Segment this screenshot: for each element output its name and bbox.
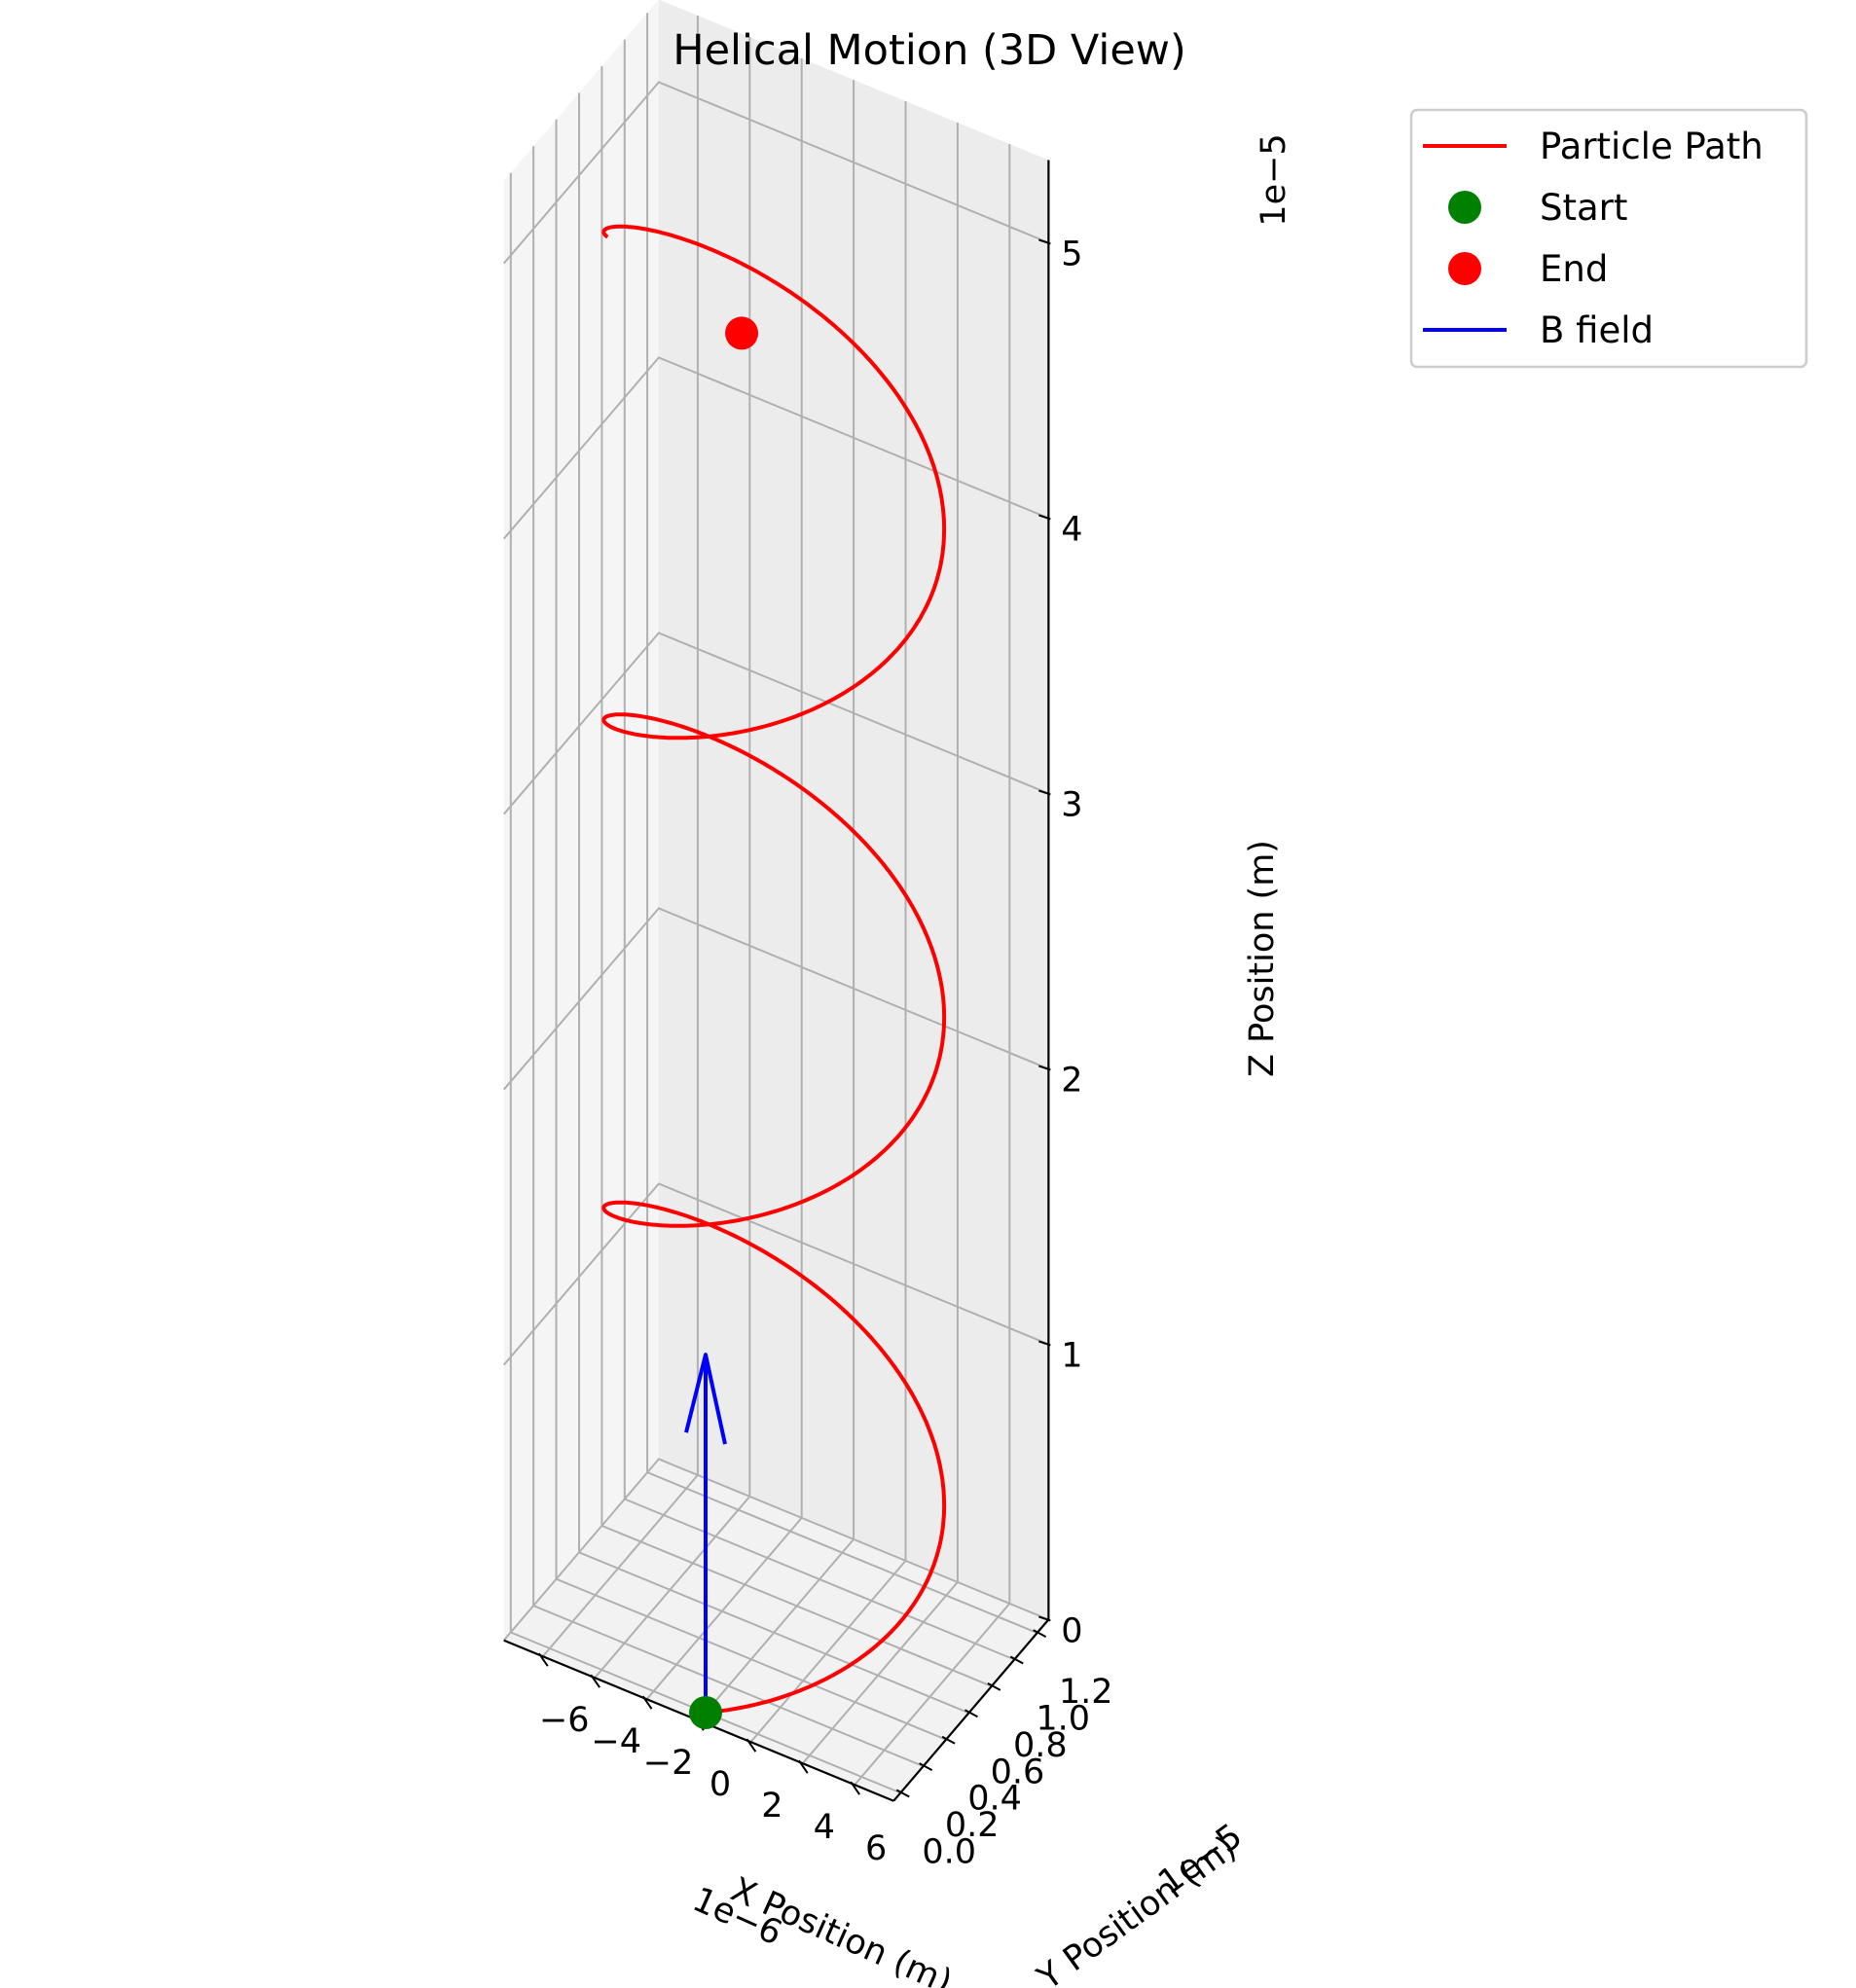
x-tick-mark [537,1652,549,1667]
z-tick-mark [1038,1065,1051,1071]
z-tick-label: 0 [1061,1611,1082,1650]
axes-panes [503,0,1049,1801]
z-axis-label: Z Position (m) [1243,840,1282,1077]
legend-label: Start [1540,187,1627,229]
y-tick-label: 1.2 [1059,1673,1113,1712]
x-tick-mark [797,1759,809,1774]
legend: Particle Path Start End B field [1409,108,1808,369]
legend-swatch-marker [1448,191,1481,224]
particle-path-line [601,224,947,1715]
z-tick-label: 5 [1061,235,1082,273]
y-tick-mark [964,1709,978,1718]
x-tick-label: −2 [643,1744,694,1783]
left-pane [503,0,659,1641]
z-grid-line [502,632,1049,815]
z-grid-line [502,81,1049,265]
legend-label: Particle Path [1540,126,1764,167]
z-tick-mark [1038,514,1051,521]
y-tick-label: 0.0 [922,1833,976,1872]
grid-lines [502,13,1049,1794]
z-tick-label: 1 [1061,1336,1082,1375]
x-tick-label: −4 [591,1722,641,1761]
x-tick-mark [641,1695,653,1710]
x-tick-mark [746,1738,757,1753]
y-tick-label: 1.0 [1036,1700,1090,1739]
y-tick-mark [987,1682,1001,1691]
y-tick-mark [895,1789,910,1798]
y-tick-label: 0.8 [1013,1726,1068,1765]
y-tick-mark [941,1735,956,1745]
start-marker [689,1696,722,1729]
z-tick-mark [1038,1615,1051,1622]
z-tick-label: 4 [1061,510,1082,549]
y-tick-label: 0.2 [945,1806,1000,1845]
y-axis-line [892,1618,1050,1802]
z-grid-line [502,1182,1049,1366]
y-tick-mark [919,1762,933,1771]
b-field-arrow-head [684,1353,727,1445]
z-tick-mark [1038,789,1051,796]
z-grid-line [502,1458,1049,1642]
x-tick-label: 0 [710,1765,731,1804]
y-tick-mark [1009,1655,1024,1665]
legend-frame [1409,108,1808,369]
chart-title: Helical Motion (3D View) [673,26,1185,75]
legend-label: End [1540,248,1608,290]
x-tick-label: 4 [814,1808,835,1847]
z-tick-mark [1038,238,1051,245]
y-tick-label: 0.6 [991,1753,1045,1791]
x-tick-label: −6 [539,1701,590,1740]
z-grid-line [502,907,1049,1091]
z-grid-line [502,356,1049,540]
x-tick-label: 2 [761,1787,782,1825]
x-tick-mark [850,1781,861,1795]
z-offset-label: 1e−5 [1255,133,1293,226]
z-tick-label: 2 [1061,1061,1082,1100]
data-series [601,224,947,1729]
z-tick-mark [1038,1340,1051,1347]
legend-label: B field [1540,309,1654,351]
legend-swatch-marker [1448,252,1481,285]
z-tick-label: 3 [1061,785,1082,824]
y-tick-mark [1033,1629,1047,1638]
y-tick-label: 0.4 [967,1780,1022,1819]
x-tick-label: 6 [865,1829,887,1868]
end-marker [725,316,759,350]
x-tick-mark [590,1674,601,1688]
